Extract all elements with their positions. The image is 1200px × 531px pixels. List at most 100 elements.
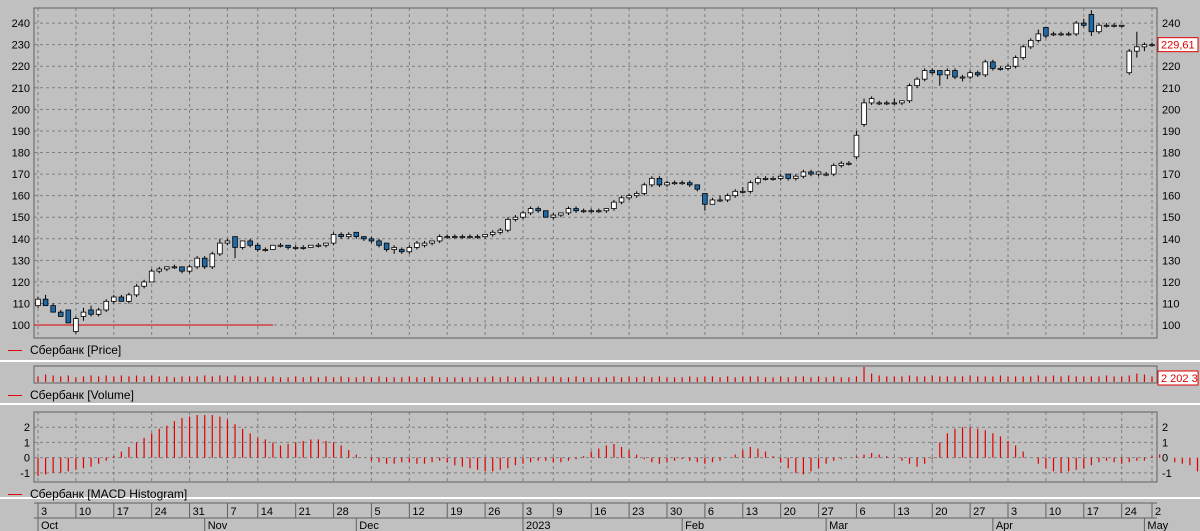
legend-macd[interactable]: Сбербанк [MACD Histogram] bbox=[8, 487, 187, 501]
candle-body bbox=[368, 238, 375, 242]
volume-last-value: 2 202 3 bbox=[1161, 373, 1198, 385]
candle-body bbox=[262, 249, 269, 251]
candle-body bbox=[626, 195, 632, 199]
legend-macd-swatch bbox=[8, 493, 22, 495]
candle-body bbox=[694, 184, 701, 190]
price-tick-label: 140 bbox=[1162, 234, 1180, 246]
legend-volume[interactable]: Сбербанк [Volume] bbox=[8, 388, 134, 402]
day-tick-label: 12 bbox=[412, 506, 424, 518]
price-panel[interactable] bbox=[34, 10, 1155, 334]
price-tick-label-left: 220 bbox=[12, 61, 30, 73]
candle-body bbox=[209, 253, 216, 268]
macd-tick-label: 1 bbox=[1162, 437, 1168, 449]
candle-body bbox=[762, 177, 769, 180]
macd-tick-label-left: 2 bbox=[24, 422, 30, 434]
candle-body bbox=[345, 234, 352, 238]
candle-body bbox=[224, 240, 231, 244]
candle-body bbox=[982, 61, 989, 76]
candle-body bbox=[603, 208, 610, 212]
candle-body bbox=[323, 242, 329, 246]
candle-body bbox=[277, 244, 284, 247]
day-tick-label: 7 bbox=[230, 506, 236, 518]
last-value-labels: 229,61 2 202 3 bbox=[1157, 37, 1199, 386]
price-tick-label-left: 210 bbox=[12, 83, 30, 95]
candle-body bbox=[671, 182, 678, 185]
month-tick-label: Nov bbox=[208, 520, 228, 531]
price-tick-label-left: 130 bbox=[12, 255, 30, 267]
day-tick-label: 13 bbox=[746, 506, 758, 518]
price-tick-label: 220 bbox=[1162, 61, 1180, 73]
legend-macd-label: Сбербанк [MACD Histogram] bbox=[30, 487, 188, 501]
price-tick-label-left: 120 bbox=[12, 277, 30, 289]
macd-grid bbox=[33, 411, 1158, 483]
month-tick-label: Oct bbox=[41, 520, 58, 531]
candle-body bbox=[853, 134, 860, 158]
candle-body bbox=[383, 242, 390, 250]
legend-price[interactable]: Сбербанк [Price] bbox=[8, 343, 121, 357]
price-tick-label-left: 230 bbox=[12, 40, 30, 52]
day-tick-label: 16 bbox=[594, 506, 606, 518]
price-tick-label: 170 bbox=[1162, 169, 1180, 181]
candle-body bbox=[459, 236, 466, 239]
panel-separators bbox=[0, 360, 1200, 499]
candle-body bbox=[891, 102, 898, 105]
candle-body bbox=[35, 298, 41, 307]
month-tick-label: Feb bbox=[685, 520, 704, 531]
price-tick-label: 150 bbox=[1162, 212, 1180, 224]
candle-body bbox=[88, 309, 94, 315]
price-tick-label: 240 bbox=[1162, 18, 1180, 30]
candle-body bbox=[489, 231, 496, 235]
day-tick-label: 19 bbox=[450, 506, 462, 518]
candle-body bbox=[527, 208, 534, 214]
day-tick-label: 3 bbox=[1011, 506, 1017, 518]
price-tick-label: 110 bbox=[1162, 298, 1180, 310]
candle-body bbox=[656, 177, 663, 186]
macd-tick-label: 2 bbox=[1162, 422, 1168, 434]
candle-body bbox=[512, 216, 519, 220]
candle-body bbox=[1096, 24, 1102, 33]
candle-body bbox=[406, 247, 413, 253]
price-tick-label-left: 140 bbox=[12, 234, 30, 246]
macd-panel[interactable] bbox=[37, 415, 1200, 477]
volume-panel[interactable] bbox=[33, 365, 1161, 384]
price-tick-label: 120 bbox=[1162, 277, 1180, 289]
day-tick-label: 17 bbox=[117, 506, 129, 518]
macd-tick-label-left: 0 bbox=[24, 453, 30, 465]
candle-body bbox=[952, 70, 958, 78]
price-tick-label-left: 150 bbox=[12, 212, 30, 224]
volume-frame bbox=[33, 365, 1158, 384]
candle-body bbox=[664, 182, 670, 186]
candle-body bbox=[292, 247, 299, 249]
candle-body bbox=[876, 102, 882, 105]
candle-body bbox=[641, 184, 648, 194]
price-grid bbox=[33, 7, 1158, 339]
candle-body bbox=[679, 182, 685, 185]
panel-separator bbox=[0, 403, 1200, 405]
day-tick-label: 13 bbox=[897, 506, 909, 518]
candle-body bbox=[823, 173, 829, 176]
candle-body bbox=[838, 162, 845, 166]
candle-body bbox=[57, 311, 64, 317]
candle-body bbox=[141, 281, 147, 287]
price-tick-label: 180 bbox=[1162, 148, 1180, 160]
candle-body bbox=[315, 244, 322, 247]
panel-separator bbox=[0, 497, 1200, 499]
candle-body bbox=[611, 201, 617, 209]
candle-body bbox=[186, 266, 193, 272]
candle-body bbox=[937, 70, 943, 76]
candle-body bbox=[444, 236, 450, 239]
panel-separator bbox=[0, 360, 1200, 362]
day-tick-label: 17 bbox=[1087, 506, 1099, 518]
macd-frame bbox=[33, 411, 1158, 483]
day-tick-label: 6 bbox=[708, 506, 714, 518]
day-tick-label: 27 bbox=[973, 506, 985, 518]
candle-body bbox=[353, 231, 360, 238]
candle-body bbox=[770, 177, 776, 180]
candle-body bbox=[361, 236, 367, 240]
candle-body bbox=[95, 309, 102, 315]
day-tick-label: 23 bbox=[632, 506, 644, 518]
candle-body bbox=[156, 268, 163, 272]
candle-body bbox=[686, 182, 693, 186]
